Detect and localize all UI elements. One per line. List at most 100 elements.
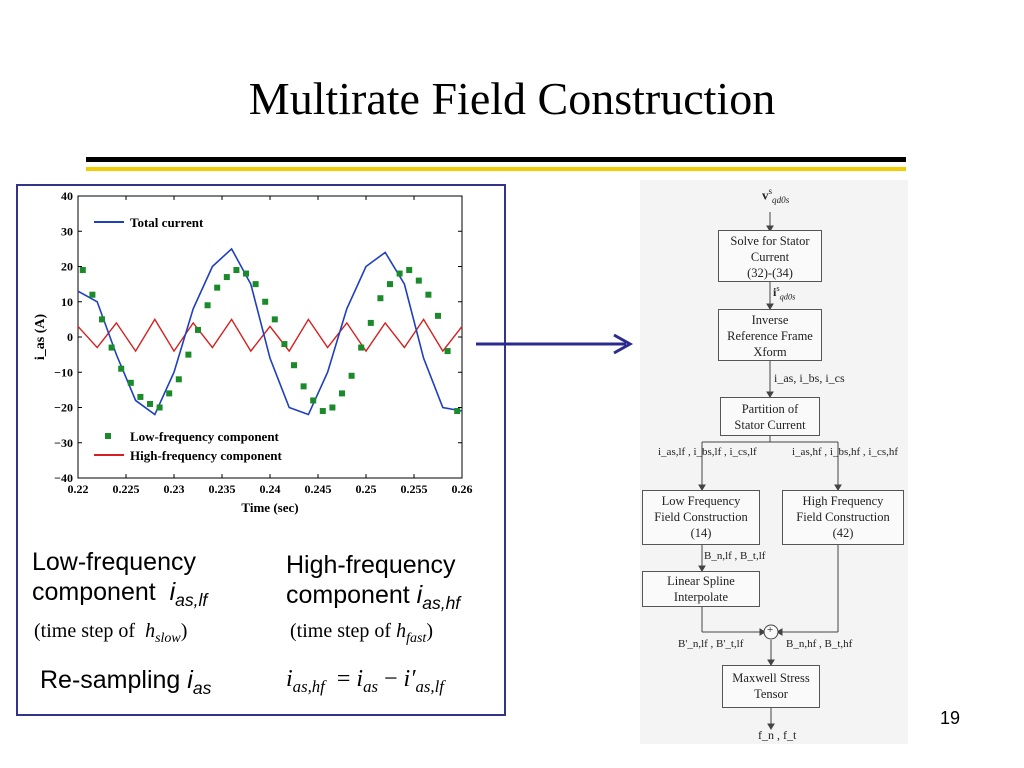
box2-line3: Xform [753,345,787,359]
high-frequency-field-box: High Frequency Field Construction (42) [782,490,904,545]
x-tick-label: 0.23 [164,482,185,496]
chart-panel-frame [16,184,506,716]
low-frequency-point [233,267,240,274]
current-chart: 40 30 20 10 0 −10 −20 −30 −400.22 0.225 0.23 0.235 0… [33,189,473,515]
low-frequency-point [166,390,173,397]
low-frequency-point [204,302,211,309]
slide-title: Multirate Field Construction [248,73,776,124]
y-tick-label: −20 [54,401,73,415]
low-frequency-point [444,348,451,355]
x-tick-label: 0.255 [401,482,428,496]
low-frequency-point [79,267,86,274]
x-tick-label: 0.235 [209,482,236,496]
y-tick-label: 30 [61,224,73,238]
solve-stator-current-box: Solve for Stator Current (32)-(34) [718,230,822,282]
y-tick-label: 0 [67,330,73,344]
low-frequency-point [396,270,403,277]
low-frequency-point [137,393,144,400]
high-box-line3: (42) [832,526,854,540]
spline-line1: Linear Spline [667,574,735,588]
maxwell-line2: Tensor [754,687,788,701]
x-tick-label: 0.22 [68,482,89,496]
eq-mid-subscript: as [363,676,378,696]
low-frequency-point [415,277,422,284]
high-field-output-label: B_n,hf , B_t,hf [786,638,853,650]
low-frequency-point [89,291,96,298]
high-frequency-line1: High-frequency [286,551,456,579]
high-branch-currents-label: i_as,hf , i_bs,hf , i_cs,hf [792,446,899,458]
low-frequency-point [243,270,249,277]
box2-line1: Inverse [751,313,789,327]
slow-ts-close: ) [180,620,188,642]
slow-ts-symbol: h [145,620,156,642]
y-axis-label: i_as (A) [33,314,48,361]
x-tick-label: 0.245 [305,482,332,496]
low-frequency-point [425,291,432,298]
x-tick-label: 0.24 [260,482,281,496]
flowchart: vsqd0s Solve for Stator Current (32)-(34… [640,180,908,744]
high-frequency-label: High-frequency component ias,hf [286,550,460,618]
input-voltage-label: vsqd0s [762,186,789,205]
page-number: 19 [940,708,961,728]
y-tick-label: 10 [61,295,73,309]
high-box-line1: High Frequency [802,494,884,508]
low-frequency-point [406,267,413,274]
low-frequency-point [185,351,192,358]
eq-lhs-subscript: as,hf [292,676,325,696]
title-rule-yellow [86,167,906,171]
resampling-text: Re-sampling [40,666,181,694]
low-frequency-point [281,341,288,348]
fast-time-step-note: (time step of hfast) [290,620,433,647]
resampling-symbol: i [187,666,193,694]
box3-line2: Stator Current [734,418,806,432]
slow-time-step-note: (time step of hslow) [34,620,187,647]
legend-low-label: Low-frequency component [130,429,280,444]
maxwell-line1: Maxwell Stress [732,671,810,685]
low-frequency-point [262,298,269,305]
x-tick-label: 0.25 [356,482,377,496]
phase-currents-label: i_as, i_bs, i_cs [774,371,845,385]
y-tick-label: −10 [54,365,73,379]
resampling-label: Re-sampling ias [40,666,211,699]
right-arrow-icon [476,333,634,355]
high-frequency-subscript: as,hf [422,593,461,613]
linear-spline-box: Linear Spline Interpolate [642,571,760,607]
eq-rhs-subscript: as,lf [415,676,444,696]
partition-stator-current-box: Partition of Stator Current [720,397,820,436]
low-frequency-point [291,362,297,369]
y-tick-label: −40 [54,471,73,485]
x-tick-label: 0.26 [452,482,473,496]
slow-ts-subscript: slow [155,631,181,646]
maxwell-stress-box: Maxwell Stress Tensor [722,665,820,708]
low-frequency-point [387,281,393,288]
low-frequency-point [319,408,326,415]
after1-sub: qd0s [779,292,796,302]
low-frequency-point [348,372,355,379]
low-frequency-point [118,365,125,372]
total-current-series-line [77,247,463,416]
x-tick-label: 0.225 [113,482,140,496]
box1-line3: (32)-(34) [747,266,793,280]
slow-ts-text: (time step of [34,620,136,642]
box1-line2: Current [750,250,790,264]
low-frequency-point [300,383,307,390]
low-frequency-point [99,316,105,323]
low-frequency-point [252,281,259,288]
resampling-subscript: as [192,678,212,698]
input-sup: s [768,186,773,196]
flowchart-connectors [698,212,842,730]
low-frequency-point [175,376,182,383]
x-axis-label: Time (sec) [241,500,298,515]
high-frequency-symbol: i [416,581,423,609]
low-frequency-point [435,312,441,319]
low-frequency-symbol: i [169,578,176,606]
low-frequency-point [329,404,336,411]
input-sub: qd0s [772,194,790,205]
low-frequency-point [127,379,134,386]
low-box-line1: Low Frequency [661,494,741,508]
low-frequency-point [339,390,345,397]
low-frequency-point [223,274,230,281]
low-frequency-point [156,404,163,411]
low-frequency-label: Low-frequency component ias,lf [32,547,207,615]
decomposition-equation: ias,hf = ias − i′as,lf [286,666,444,696]
